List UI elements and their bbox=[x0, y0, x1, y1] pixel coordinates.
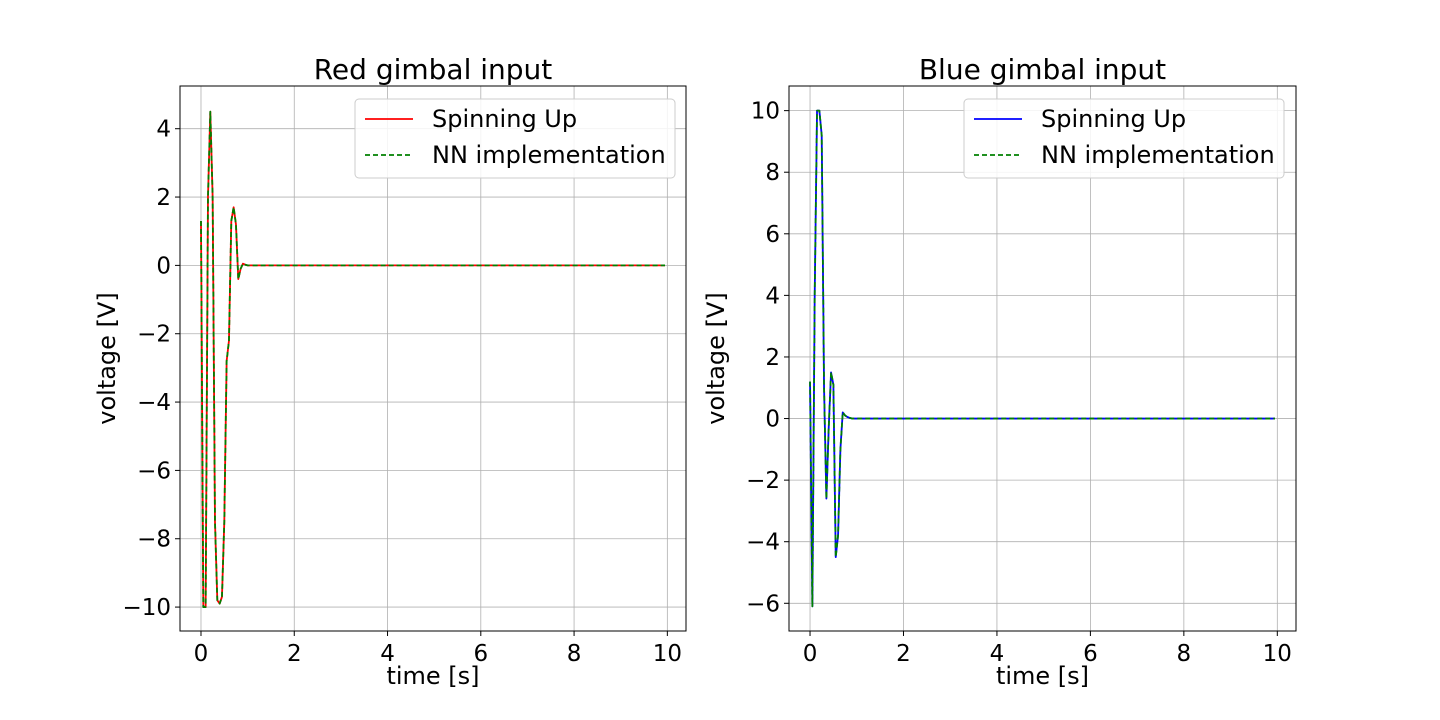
red-y-tick-label: 4 bbox=[156, 117, 171, 143]
blue-x-tick-label: 8 bbox=[1177, 641, 1192, 667]
red-x-tick-label: 8 bbox=[567, 641, 582, 667]
red-y-tick-label: −6 bbox=[137, 458, 171, 484]
blue-y-tick-label: 6 bbox=[765, 222, 780, 248]
red-x-axis-label: time [s] bbox=[386, 662, 479, 690]
red-y-tick-label: −8 bbox=[137, 527, 171, 553]
blue-y-tick-label: 2 bbox=[765, 345, 780, 371]
red-y-tick-label: −2 bbox=[137, 322, 171, 348]
red-axes-frame bbox=[179, 85, 687, 632]
blue-y-axis-label: voltage [V] bbox=[702, 292, 730, 424]
red-y-tick-label: −4 bbox=[137, 390, 171, 416]
red-chart-title: Red gimbal input bbox=[314, 53, 553, 86]
blue-legend-label: NN implementation bbox=[1041, 141, 1275, 169]
blue-y-tick-label: 4 bbox=[765, 283, 780, 309]
red-legend-label: NN implementation bbox=[432, 141, 666, 169]
red-x-tick-label: 10 bbox=[653, 641, 682, 667]
blue-x-tick-label: 6 bbox=[1083, 641, 1098, 667]
blue-x-axis-label: time [s] bbox=[996, 662, 1089, 690]
red-x-tick-label: 0 bbox=[194, 641, 209, 667]
blue-chart-panel: 0 2 4 6 8 10 10 8 6 4 2 0 −2 −4 −6 Blue gimbal input tim… bbox=[702, 53, 1297, 690]
red-legend-box bbox=[354, 98, 676, 179]
red-x-tick-label: 6 bbox=[473, 641, 488, 667]
red-x-tick-label: 2 bbox=[287, 641, 302, 667]
red-y-axis-label: voltage [V] bbox=[93, 292, 121, 424]
blue-legend-label: Spinning Up bbox=[1041, 105, 1186, 133]
blue-y-tick-label: 10 bbox=[751, 99, 780, 125]
red-y-tick-label: −10 bbox=[122, 595, 171, 621]
blue-x-tick-label: 4 bbox=[990, 641, 1005, 667]
blue-y-tick-label: 0 bbox=[765, 407, 780, 433]
blue-x-tick-label: 10 bbox=[1263, 641, 1292, 667]
blue-y-tick-label: 8 bbox=[765, 160, 780, 186]
red-legend: Spinning Up NN implementation bbox=[354, 98, 676, 179]
red-legend-label: Spinning Up bbox=[432, 105, 577, 133]
blue-legend: Spinning Up NN implementation bbox=[963, 98, 1285, 179]
red-y-tick-label: 0 bbox=[156, 253, 171, 279]
blue-y-tick-label: −4 bbox=[746, 530, 780, 556]
blue-x-tick-label: 2 bbox=[896, 641, 911, 667]
blue-series-nn-implementation-line bbox=[809, 109, 1275, 608]
red-x-tick-label: 4 bbox=[380, 641, 395, 667]
blue-y-tick-label: −6 bbox=[746, 591, 780, 617]
blue-y-tick-label: −2 bbox=[746, 468, 780, 494]
blue-x-tick-label: 0 bbox=[803, 641, 818, 667]
red-chart-panel: 0 2 4 6 8 10 4 2 0 −2 −4 −6 −8 −10 Red gimbal input tim… bbox=[93, 53, 687, 690]
blue-chart-title: Blue gimbal input bbox=[919, 53, 1166, 86]
red-series-nn-implementation-line bbox=[200, 110, 666, 608]
blue-axes-frame bbox=[788, 85, 1297, 632]
red-y-tick-label: 2 bbox=[156, 185, 171, 211]
blue-legend-box bbox=[963, 98, 1285, 179]
